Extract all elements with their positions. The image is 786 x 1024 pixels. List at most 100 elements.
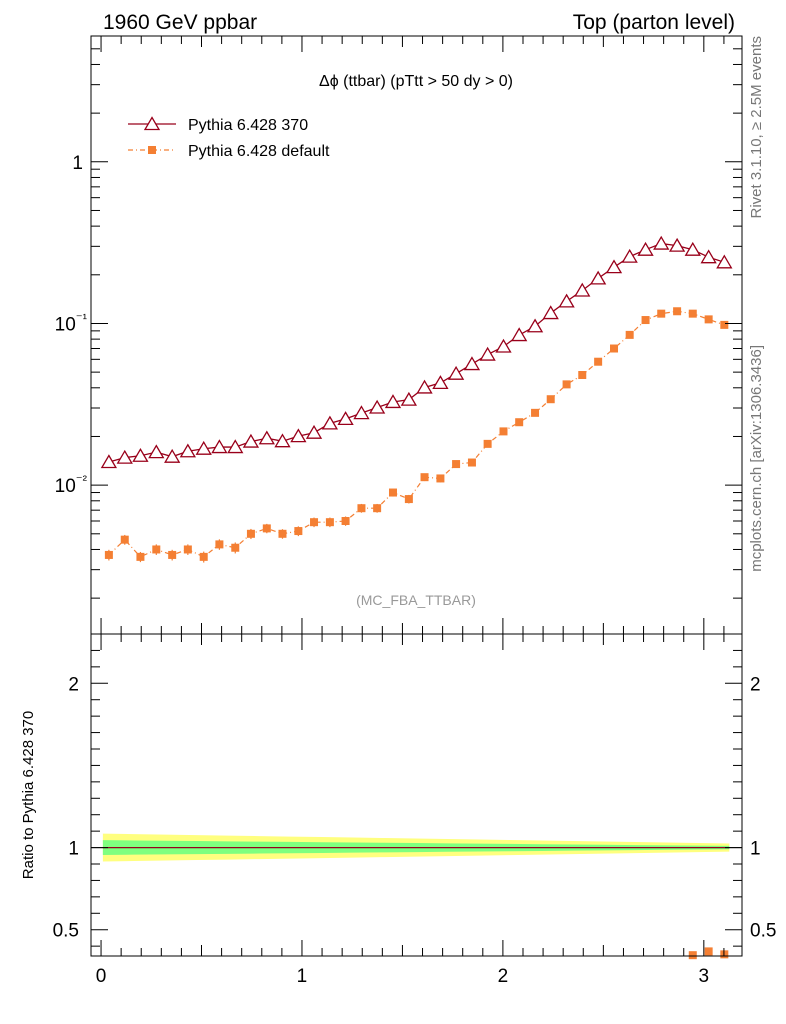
- data-point-pythia-default: [673, 307, 682, 316]
- data-point-pythia-370: [321, 415, 339, 430]
- data-point-pythia-default: [420, 473, 429, 482]
- data-point-pythia-default: [262, 524, 271, 533]
- ratio-tick-label-left: 0.5: [53, 921, 79, 942]
- data-point-pythia-default: [199, 552, 208, 561]
- data-point-pythia-370: [526, 318, 544, 333]
- data-point-pythia-370: [337, 411, 354, 426]
- data-point-pythia-default: [136, 552, 145, 561]
- data-point-pythia-370: [479, 346, 496, 361]
- data-point-pythia-370: [274, 433, 291, 448]
- data-point-pythia-default: [215, 540, 224, 549]
- legend-label-pythia-370: Pythia 6.428 370: [188, 117, 308, 134]
- data-point-pythia-default: [531, 408, 540, 417]
- data-point-pythia-default: [467, 458, 476, 467]
- data-point-pythia-default: [120, 535, 129, 544]
- data-point-pythia-370: [511, 327, 528, 342]
- data-point-pythia-370: [258, 430, 275, 445]
- header-process-label: Top (parton level): [573, 11, 735, 34]
- data-point-pythia-default: [515, 418, 524, 427]
- data-point-pythia-default: [452, 460, 461, 469]
- data-point-pythia-default: [104, 550, 113, 559]
- data-point-pythia-370: [574, 282, 591, 297]
- data-point-pythia-default: [546, 395, 555, 404]
- series-line-pythia-default: [108, 310, 725, 558]
- ratio-tick-label-right: 2: [750, 674, 761, 695]
- legend-label-pythia-default: Pythia 6.428 default: [188, 143, 330, 160]
- data-point-pythia-370: [605, 259, 623, 274]
- data-point-pythia-default: [499, 427, 508, 436]
- data-point-pythia-370: [353, 405, 370, 420]
- series-line-pythia-370: [108, 242, 725, 463]
- analysis-watermark: (MC_FBA_TTBAR): [356, 592, 476, 608]
- ratio-point-pythia-default: [704, 947, 713, 956]
- data-point-pythia-default: [720, 320, 729, 329]
- x-tick-label: 3: [699, 966, 710, 987]
- data-point-pythia-370: [590, 270, 607, 285]
- data-point-pythia-370: [227, 439, 244, 454]
- data-point-pythia-default: [657, 309, 666, 318]
- data-point-pythia-370: [100, 454, 118, 469]
- y-tick-label: 1: [72, 153, 83, 174]
- x-tick-label: 0: [96, 966, 107, 987]
- legend-marker-pythia-default: [148, 146, 156, 154]
- legend-marker-pythia-370: [143, 116, 161, 131]
- mcplots-reference-label: mcplots.cern.ch [arXiv:1306.3436]: [748, 345, 765, 572]
- ratio-tick-label-left: 2: [68, 674, 79, 695]
- data-point-pythia-default: [183, 545, 192, 554]
- data-point-pythia-default: [562, 380, 571, 389]
- data-point-pythia-default: [483, 439, 492, 448]
- plot-title: Δϕ (ttbar) (pTtt > 50 dy > 0): [319, 73, 513, 90]
- data-point-pythia-default: [688, 309, 697, 318]
- data-point-pythia-370: [179, 443, 196, 458]
- legend: Pythia 6.428 370 Pythia 6.428 default: [128, 116, 330, 160]
- data-point-pythia-default: [168, 550, 177, 559]
- ratio-tick-label-right: 1: [750, 839, 761, 860]
- x-tick-label: 2: [498, 966, 509, 987]
- ratio-tick-label-right: 0.5: [750, 921, 776, 942]
- data-point-pythia-370: [195, 440, 212, 455]
- ratio-point-pythia-default: [688, 951, 697, 960]
- data-point-pythia-370: [700, 249, 717, 264]
- data-point-pythia-default: [294, 527, 303, 536]
- data-point-pythia-default: [373, 504, 382, 513]
- data-point-pythia-370: [211, 439, 228, 454]
- data-point-pythia-370: [621, 248, 638, 263]
- data-point-pythia-default: [278, 529, 287, 538]
- data-point-pythia-370: [242, 433, 260, 448]
- data-point-pythia-default: [404, 495, 413, 504]
- data-point-pythia-default: [310, 518, 319, 527]
- data-point-pythia-370: [637, 241, 654, 256]
- data-point-pythia-370: [684, 241, 701, 256]
- data-point-pythia-370: [290, 428, 307, 443]
- main-plot-panel: 110⁻¹10⁻² Δϕ (ttbar) (pTtt > 50 dy > 0) …: [55, 35, 743, 635]
- data-point-pythia-default: [578, 371, 587, 380]
- data-point-pythia-default: [388, 488, 397, 497]
- data-point-pythia-370: [463, 356, 481, 371]
- y-tick-label: 10⁻²: [55, 472, 88, 497]
- data-point-pythia-370: [558, 293, 575, 308]
- data-point-pythia-370: [716, 254, 733, 269]
- data-point-pythia-370: [368, 399, 386, 414]
- x-tick-label: 1: [297, 966, 308, 987]
- data-point-pythia-370: [400, 391, 417, 406]
- data-point-pythia-default: [436, 474, 445, 483]
- data-point-pythia-370: [416, 379, 433, 394]
- data-point-pythia-default: [357, 504, 366, 513]
- data-point-pythia-default: [610, 344, 619, 353]
- data-point-pythia-370: [164, 448, 181, 463]
- ratio-tick-label-left: 1: [68, 839, 79, 860]
- data-point-pythia-default: [625, 330, 634, 339]
- data-point-pythia-default: [325, 518, 334, 527]
- data-point-pythia-default: [246, 529, 255, 538]
- header-energy-label: 1960 GeV ppbar: [103, 11, 257, 34]
- ratio-y-axis-label: Ratio to Pythia 6.428 370: [20, 711, 37, 879]
- rivet-version-label: Rivet 3.1.10, ≥ 2.5M events: [748, 36, 765, 219]
- data-point-pythia-default: [594, 357, 603, 366]
- data-point-pythia-370: [116, 449, 133, 464]
- data-point-pythia-default: [704, 315, 713, 324]
- data-point-pythia-370: [305, 424, 323, 439]
- data-point-pythia-370: [148, 444, 165, 459]
- ratio-plot-frame: [90, 633, 743, 957]
- data-point-pythia-370: [668, 237, 686, 252]
